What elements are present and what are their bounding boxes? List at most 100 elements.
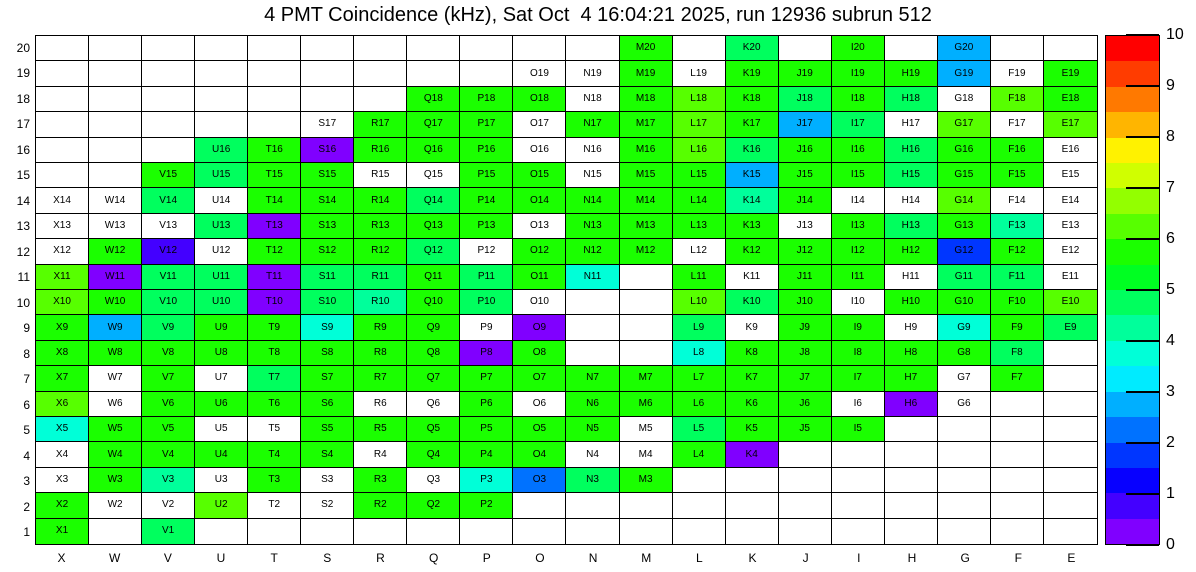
y-axis-label: 18 (16, 91, 30, 106)
cell-J14: J14 (778, 188, 832, 214)
cell-U15: U15 (195, 162, 249, 189)
cell-N6: N6 (566, 391, 620, 417)
empty-cell (89, 162, 143, 189)
empty-cell (89, 112, 143, 138)
empty-cell (831, 518, 885, 544)
cell-R16: R16 (354, 137, 408, 163)
cell-K20: K20 (725, 36, 779, 62)
empty-cell (142, 86, 196, 113)
colorbar-band (1106, 340, 1159, 367)
empty-cell (619, 493, 673, 519)
empty-cell (725, 493, 779, 519)
cell-K12: K12 (725, 239, 779, 265)
x-axis-label: I (857, 551, 861, 565)
colorbar-tick (1126, 136, 1159, 138)
cell-X5: X5 (36, 416, 90, 443)
cell-J17: J17 (778, 112, 832, 138)
colorbar-band (1106, 112, 1159, 138)
cell-G14: G14 (937, 188, 991, 214)
cell-I12: I12 (831, 239, 885, 265)
x-axis-label: O (535, 551, 545, 565)
cell-I20: I20 (831, 36, 885, 62)
empty-cell (513, 518, 567, 544)
empty-cell (672, 467, 726, 494)
heatmap-grid: M20 K20 I20 G20 O19 N19 M19 L19 K19 J19 I19 H19 G19 F… (35, 35, 1098, 545)
cell-P8: P8 (460, 340, 514, 367)
cell-V6: V6 (142, 391, 196, 417)
cell-W6: W6 (89, 391, 143, 417)
cell-L14: L14 (672, 188, 726, 214)
empty-cell (566, 315, 620, 341)
empty-cell (36, 86, 90, 113)
cell-P16: P16 (460, 137, 514, 163)
empty-cell (1043, 36, 1097, 62)
colorbar-band (1106, 36, 1159, 62)
cell-Q16: Q16 (407, 137, 461, 163)
cell-L9: L9 (672, 315, 726, 341)
cell-F11: F11 (990, 264, 1044, 290)
cell-X14: X14 (36, 188, 90, 214)
x-axis-label: W (109, 551, 121, 565)
cell-L17: L17 (672, 112, 726, 138)
cell-I14: I14 (831, 188, 885, 214)
cell-S13: S13 (301, 213, 355, 240)
cell-U10: U10 (195, 289, 249, 316)
cell-P12: P12 (460, 239, 514, 265)
cell-T14: T14 (248, 188, 302, 214)
cell-R6: R6 (354, 391, 408, 417)
empty-cell (884, 467, 938, 494)
empty-cell (513, 36, 567, 62)
cell-J16: J16 (778, 137, 832, 163)
cell-S10: S10 (301, 289, 355, 316)
empty-cell (566, 36, 620, 62)
cell-K15: K15 (725, 162, 779, 189)
empty-cell (884, 442, 938, 468)
y-axis-label: 1 (23, 525, 30, 540)
cell-V8: V8 (142, 340, 196, 367)
colorbar-tick (1126, 544, 1159, 546)
cell-M19: M19 (619, 61, 673, 87)
cell-T3: T3 (248, 467, 302, 494)
x-axis-label: R (376, 551, 385, 565)
cell-U16: U16 (195, 137, 249, 163)
empty-cell (990, 391, 1044, 417)
y-axis-label: 7 (23, 372, 30, 387)
x-axis-label: K (748, 551, 757, 565)
cell-G17: G17 (937, 112, 991, 138)
cell-L13: L13 (672, 213, 726, 240)
x-axis-label: P (482, 551, 491, 565)
empty-cell (778, 493, 832, 519)
cell-R13: R13 (354, 213, 408, 240)
cell-S9: S9 (301, 315, 355, 341)
cell-I7: I7 (831, 366, 885, 392)
y-axis-label: 2 (23, 499, 30, 514)
empty-cell (566, 289, 620, 316)
cell-G16: G16 (937, 137, 991, 163)
cell-G8: G8 (937, 340, 991, 367)
cell-G15: G15 (937, 162, 991, 189)
cell-Q13: Q13 (407, 213, 461, 240)
cell-W8: W8 (89, 340, 143, 367)
empty-cell (1043, 340, 1097, 367)
cell-I5: I5 (831, 416, 885, 443)
cell-M16: M16 (619, 137, 673, 163)
empty-cell (619, 315, 673, 341)
cell-K10: K10 (725, 289, 779, 316)
cell-W2: W2 (89, 493, 143, 519)
cell-T15: T15 (248, 162, 302, 189)
empty-cell (937, 493, 991, 519)
cell-K11: K11 (725, 264, 779, 290)
colorbar-band (1106, 518, 1159, 545)
cell-G13: G13 (937, 213, 991, 240)
cell-H12: H12 (884, 239, 938, 265)
cell-K13: K13 (725, 213, 779, 240)
empty-cell (301, 61, 355, 87)
cell-P2: P2 (460, 493, 514, 519)
empty-cell (1043, 493, 1097, 519)
cell-N5: N5 (566, 416, 620, 443)
cell-M7: M7 (619, 366, 673, 392)
cell-M3: M3 (619, 467, 673, 494)
colorbar-tick (1126, 238, 1159, 240)
y-axis-label: 3 (23, 474, 30, 489)
cell-W10: W10 (89, 289, 143, 316)
